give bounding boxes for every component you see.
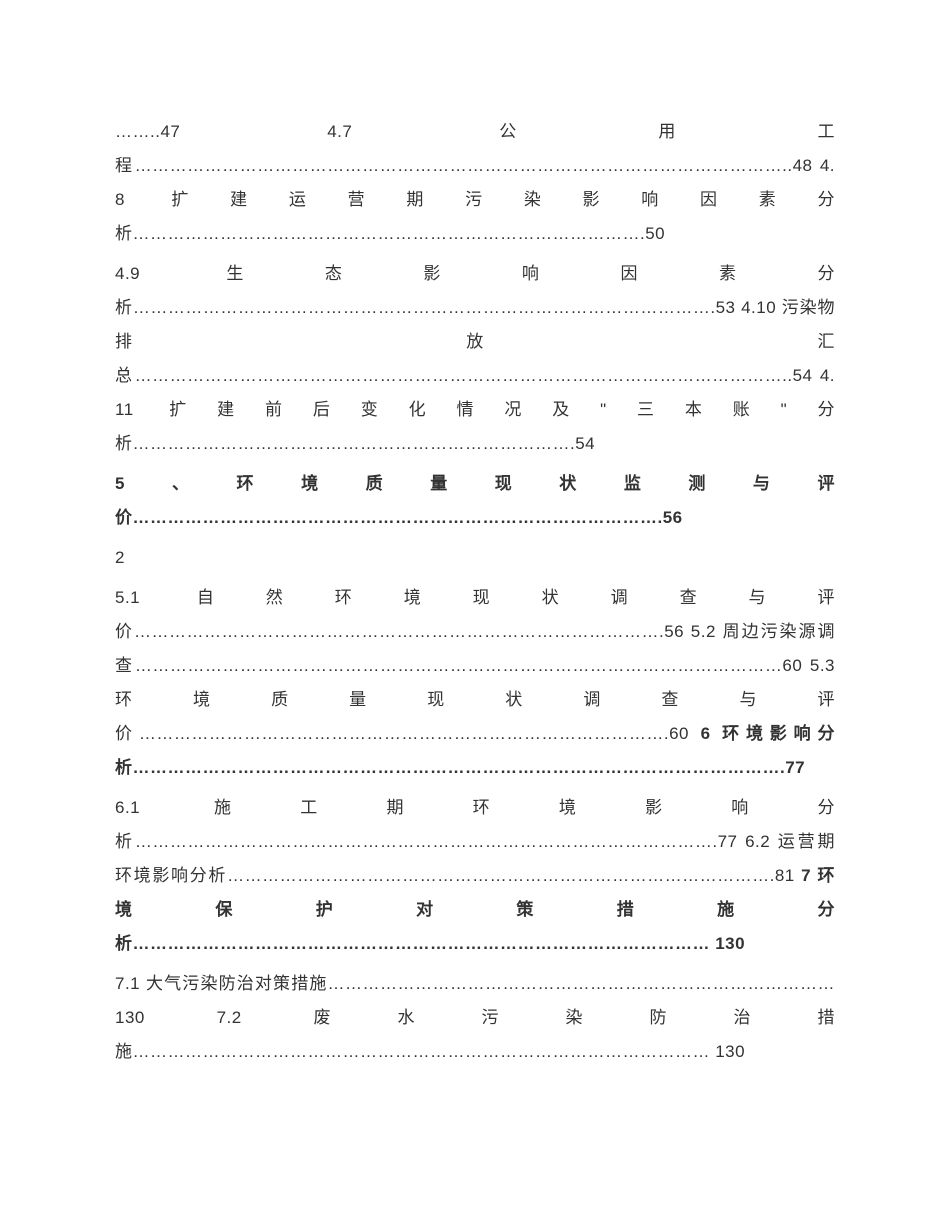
toc-block-5: 7.1 大气污染防治对策措施……………………………………………………………………… <box>115 967 835 1069</box>
toc-block-2: 4.9 生态影响因素分析…………………………………………………………………………… <box>115 257 835 461</box>
toc-section-5-heading: 5、环境质量现状监测与评价………………………………………………………………………… <box>115 467 835 535</box>
toc-block-3: 5.1 自然环境现状调查与评价…………………………………………………………………… <box>115 581 835 785</box>
page-number-2: 2 <box>115 548 125 567</box>
page-marker: 2 <box>115 541 835 575</box>
toc-block-1: ……..47 4.7 公用工程…………………………………………………………………… <box>115 115 835 251</box>
toc-text-4.9-4.11: 4.9 生态影响因素分析…………………………………………………………………………… <box>115 264 835 453</box>
toc-text-4.7-4.8: ……..47 4.7 公用工程…………………………………………………………………… <box>115 122 835 243</box>
toc-block-4: 6.1 施工期环境影响分析………………………………………………………………………… <box>115 791 835 961</box>
toc-text-6.1-6.2: 6.1 施工期环境影响分析………………………………………………………………………… <box>115 798 835 885</box>
toc-heading-5: 5、环境质量现状监测与评价………………………………………………………………………… <box>115 474 835 527</box>
toc-text-5.1-5.3: 5.1 自然环境现状调查与评价…………………………………………………………………… <box>115 588 835 743</box>
toc-text-7.1-7.2: 7.1 大气污染防治对策措施……………………………………………………………………… <box>115 974 835 1061</box>
